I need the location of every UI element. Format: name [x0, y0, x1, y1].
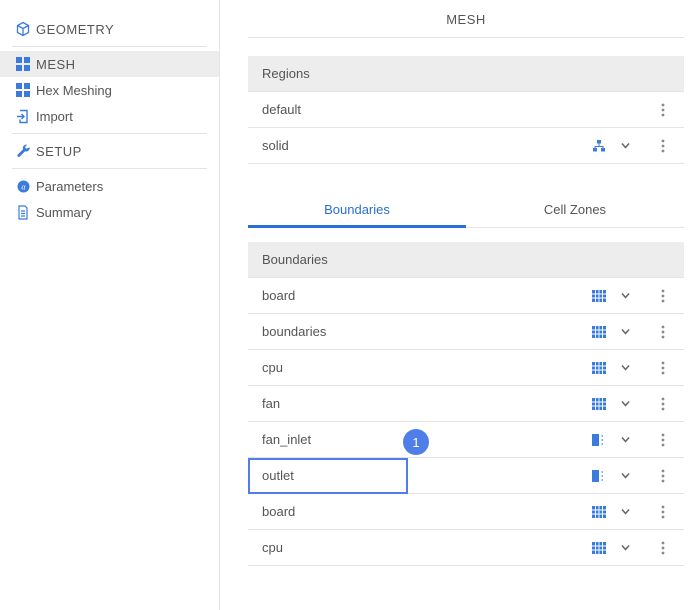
boundary-row[interactable]: 1outlet	[248, 458, 684, 494]
boundary-type-icon[interactable]	[590, 467, 608, 485]
kebab-menu-icon[interactable]	[654, 101, 672, 119]
import-icon	[10, 109, 36, 124]
nav-import[interactable]: Import	[0, 103, 219, 129]
nav-label: GEOMETRY	[36, 22, 114, 37]
main-panel: MESH Regions default solid Boundaries Cel…	[220, 0, 700, 610]
nav-label: MESH	[36, 57, 76, 72]
boundary-type-icon[interactable]	[590, 395, 608, 413]
row-actions	[590, 395, 672, 413]
boundary-row[interactable]: fan	[248, 386, 684, 422]
nav-geometry[interactable]: GEOMETRY	[0, 16, 219, 42]
boundary-name: boundaries	[262, 324, 590, 339]
boundaries-panel: Boundaries board boundaries cpu fan fan_inle…	[248, 242, 684, 566]
region-name: default	[262, 102, 642, 117]
nav-label: Summary	[36, 205, 92, 220]
nav-summary[interactable]: Summary	[0, 199, 219, 225]
tab-label: Boundaries	[324, 202, 390, 217]
nav-label: Import	[36, 109, 73, 124]
row-actions	[590, 503, 672, 521]
regions-panel: Regions default solid	[248, 56, 684, 164]
tab-boundaries[interactable]: Boundaries	[248, 192, 466, 227]
boundary-name: cpu	[262, 360, 590, 375]
kebab-menu-icon[interactable]	[654, 467, 672, 485]
kebab-menu-icon[interactable]	[654, 323, 672, 341]
nav-setup[interactable]: SETUP	[0, 138, 219, 164]
boundary-name: fan_inlet	[262, 432, 590, 447]
mesh-grid-icon	[10, 57, 36, 71]
nav-group-mesh: MESH Hex Meshing Import	[12, 47, 207, 134]
sidebar: GEOMETRY MESH Hex Meshing Import	[0, 0, 220, 610]
cube-icon	[10, 21, 36, 37]
boundary-name: board	[262, 504, 590, 519]
boundary-type-icon[interactable]	[590, 503, 608, 521]
row-actions	[590, 467, 672, 485]
row-actions	[590, 137, 672, 155]
nav-group-setup: SETUP	[12, 134, 207, 169]
row-actions	[642, 101, 672, 119]
chevron-down-icon[interactable]	[616, 467, 634, 485]
tab-label: Cell Zones	[544, 202, 606, 217]
boundary-row[interactable]: boundaries	[248, 314, 684, 350]
boundary-type-icon[interactable]	[590, 287, 608, 305]
kebab-menu-icon[interactable]	[654, 503, 672, 521]
chevron-down-icon[interactable]	[616, 503, 634, 521]
kebab-menu-icon[interactable]	[654, 137, 672, 155]
wrench-icon	[10, 144, 36, 159]
chevron-down-icon[interactable]	[616, 395, 634, 413]
chevron-down-icon[interactable]	[616, 431, 634, 449]
tab-cell-zones[interactable]: Cell Zones	[466, 192, 684, 227]
nav-label: SETUP	[36, 144, 82, 159]
boundary-name: cpu	[262, 540, 590, 555]
boundaries-header: Boundaries	[248, 242, 684, 278]
nav-parameters[interactable]: α Parameters	[0, 173, 219, 199]
kebab-menu-icon[interactable]	[654, 395, 672, 413]
kebab-menu-icon[interactable]	[654, 431, 672, 449]
boundary-row[interactable]: board	[248, 278, 684, 314]
page-title: MESH	[248, 0, 684, 38]
boundary-row[interactable]: board	[248, 494, 684, 530]
nav-label: Hex Meshing	[36, 83, 112, 98]
row-actions	[590, 323, 672, 341]
boundary-row[interactable]: cpu	[248, 530, 684, 566]
nav-mesh[interactable]: MESH	[0, 51, 219, 77]
boundary-name: outlet	[262, 468, 590, 483]
chevron-down-icon[interactable]	[616, 137, 634, 155]
chevron-down-icon[interactable]	[616, 359, 634, 377]
boundary-name: fan	[262, 396, 590, 411]
row-actions	[590, 431, 672, 449]
region-name: solid	[262, 138, 590, 153]
hex-icon	[10, 83, 36, 97]
tabs: Boundaries Cell Zones	[248, 192, 684, 228]
boundary-type-icon[interactable]	[590, 323, 608, 341]
boundary-type-icon[interactable]	[590, 359, 608, 377]
row-actions	[590, 539, 672, 557]
boundary-type-icon[interactable]	[590, 539, 608, 557]
nav-group-geometry: GEOMETRY	[12, 12, 207, 47]
boundary-row[interactable]: fan_inlet	[248, 422, 684, 458]
nav-label: Parameters	[36, 179, 103, 194]
chevron-down-icon[interactable]	[616, 287, 634, 305]
regions-header: Regions	[248, 56, 684, 92]
chevron-down-icon[interactable]	[616, 323, 634, 341]
nav-hex-meshing[interactable]: Hex Meshing	[0, 77, 219, 103]
boundary-type-icon[interactable]	[590, 431, 608, 449]
region-row[interactable]: solid	[248, 128, 684, 164]
tree-icon[interactable]	[590, 137, 608, 155]
region-row[interactable]: default	[248, 92, 684, 128]
boundary-name: board	[262, 288, 590, 303]
kebab-menu-icon[interactable]	[654, 287, 672, 305]
parameters-icon: α	[10, 179, 36, 194]
kebab-menu-icon[interactable]	[654, 539, 672, 557]
kebab-menu-icon[interactable]	[654, 359, 672, 377]
document-icon	[10, 205, 36, 220]
boundary-row[interactable]: cpu	[248, 350, 684, 386]
row-actions	[590, 359, 672, 377]
row-actions	[590, 287, 672, 305]
nav-group-other: α Parameters Summary	[12, 169, 207, 229]
chevron-down-icon[interactable]	[616, 539, 634, 557]
